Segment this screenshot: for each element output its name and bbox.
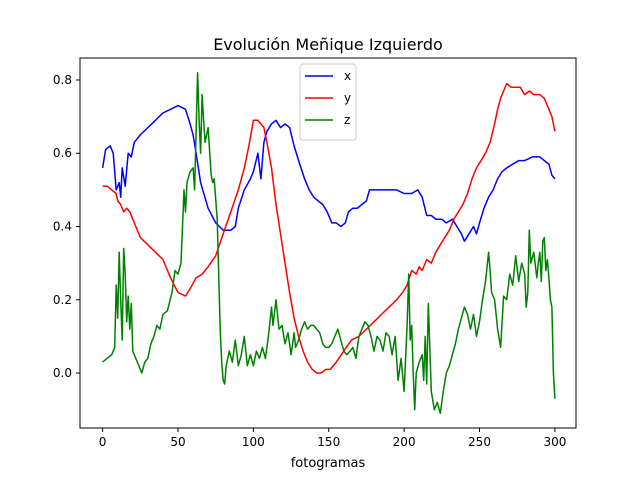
- series-line-x: [101, 104, 556, 242]
- y-tick-label: 0.2: [53, 293, 72, 307]
- x-tick-label: 0: [99, 435, 107, 449]
- series-line-z: [102, 71, 556, 415]
- series-layer: [101, 71, 556, 415]
- chart-title: Evolución Meñique Izquierdo: [213, 35, 443, 54]
- x-tick-label: 100: [242, 435, 265, 449]
- legend-box: [299, 63, 357, 141]
- y-tick-label: 0.4: [53, 220, 72, 234]
- legend-label-x: x: [344, 69, 351, 83]
- x-axis-ticks: 0 50 100 150 200 250 300: [99, 428, 566, 449]
- y-tick-label: 0.0: [53, 366, 72, 380]
- x-tick-label: 200: [393, 435, 416, 449]
- x-tick-label: 50: [170, 435, 185, 449]
- x-tick-label: 300: [543, 435, 566, 449]
- y-tick-label: 0.8: [53, 73, 72, 87]
- y-tick-label: 0.6: [53, 146, 72, 160]
- x-axis-label: fotogramas: [291, 456, 366, 471]
- plot-area-frame: [79, 57, 577, 429]
- x-tick-label: 250: [468, 435, 491, 449]
- legend-label-y: y: [344, 91, 351, 105]
- x-tick-label: 150: [317, 435, 340, 449]
- legend-label-z: z: [344, 113, 350, 127]
- y-axis-ticks: 0.0 0.2 0.4 0.6 0.8: [53, 73, 80, 380]
- legend: xyz: [299, 63, 357, 141]
